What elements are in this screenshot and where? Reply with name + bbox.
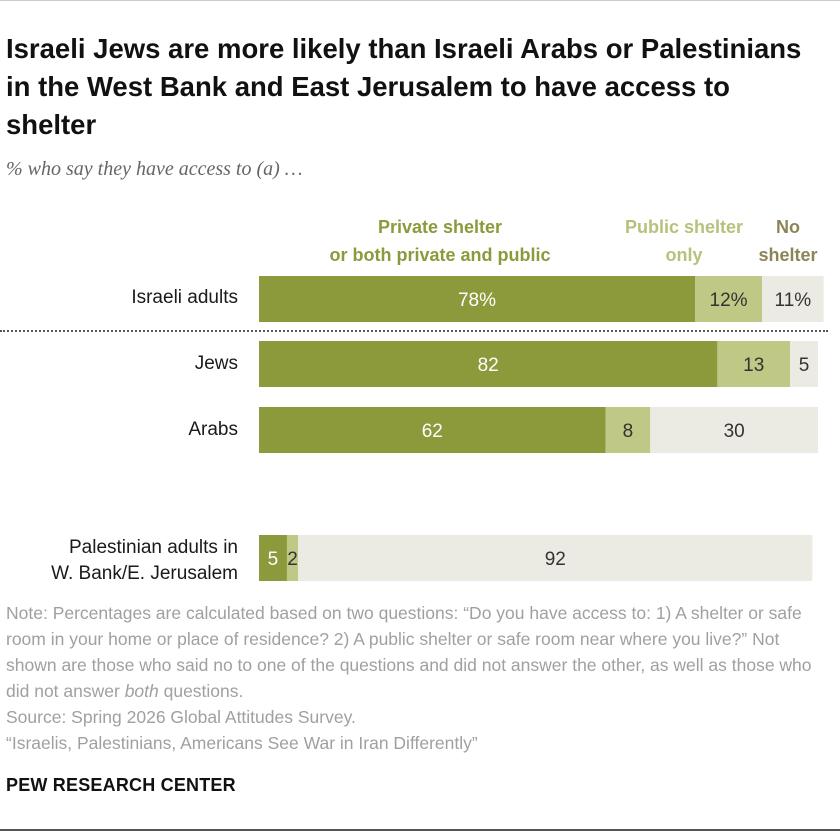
note-text-end: questions. xyxy=(158,681,244,701)
bar-label-israeli-adults-private: 78% xyxy=(458,290,496,311)
chart-title: Israeli Jews are more likely than Israel… xyxy=(6,33,802,140)
bar-jews-none xyxy=(790,341,818,387)
note-emphasis: both xyxy=(124,681,159,701)
bar-label-palestinian-adults-none: 92 xyxy=(545,549,566,570)
bar-israeli-adults-none xyxy=(762,276,824,322)
bar-label-israeli-adults-public: 12% xyxy=(710,290,748,311)
bar-label-jews-none: 5 xyxy=(799,355,810,376)
legend-public-shelter-only: Public shelter only xyxy=(624,217,744,265)
row-label-jews: Jews xyxy=(194,353,238,374)
bar-palestinian-adults-private xyxy=(259,535,287,581)
bar-label-arabs-none: 30 xyxy=(724,421,745,442)
source-text: Source: Spring 2026 Global Attitudes Sur… xyxy=(6,707,356,727)
bar-label-israeli-adults-none: 11% xyxy=(775,290,812,311)
bar-label-jews-private: 82 xyxy=(478,355,499,376)
bar-label-palestinian-adults-private: 5 xyxy=(268,549,279,570)
bar-israeli-adults-private xyxy=(259,276,696,322)
pew-research-center-logo: PEW RESEARCH CENTER xyxy=(6,775,236,795)
bar-palestinian-adults-none xyxy=(298,535,813,581)
bar-label-jews-public: 13 xyxy=(743,355,764,376)
bottom-rule xyxy=(0,829,840,831)
bar-label-arabs-public: 8 xyxy=(623,421,634,442)
bar-jews-public xyxy=(717,341,791,387)
top-rule xyxy=(0,0,840,1)
legend-private-shelter: Private shelter or both private and publ… xyxy=(329,217,551,265)
bar-arabs-public xyxy=(605,407,651,453)
row-label-palestinian-adults: Palestinian adults in W. Bank/E. Jerusal… xyxy=(51,537,238,584)
bar-arabs-none xyxy=(650,407,818,453)
bar-label-arabs-private: 62 xyxy=(422,421,443,442)
bar-palestinian-adults-public xyxy=(286,535,299,581)
bar-israeli-adults-public xyxy=(695,276,763,322)
bar-arabs-private xyxy=(259,407,606,453)
note-text: Note: Percentages are calculated based o… xyxy=(6,603,812,701)
report-title: “Israelis, Palestinians, Americans See W… xyxy=(6,733,478,753)
bar-jews-private xyxy=(259,341,718,387)
footnote: Note: Percentages are calculated based o… xyxy=(6,600,826,756)
bar-label-palestinian-adults-public: 2 xyxy=(287,549,298,570)
separator-dotted xyxy=(0,330,828,332)
legend-no-shelter: No shelter xyxy=(758,217,818,265)
chart-subtitle: % who say they have access to (a) … xyxy=(6,158,303,180)
row-label-israeli-adults: Israeli adults xyxy=(131,287,238,308)
row-label-arabs: Arabs xyxy=(188,419,238,440)
